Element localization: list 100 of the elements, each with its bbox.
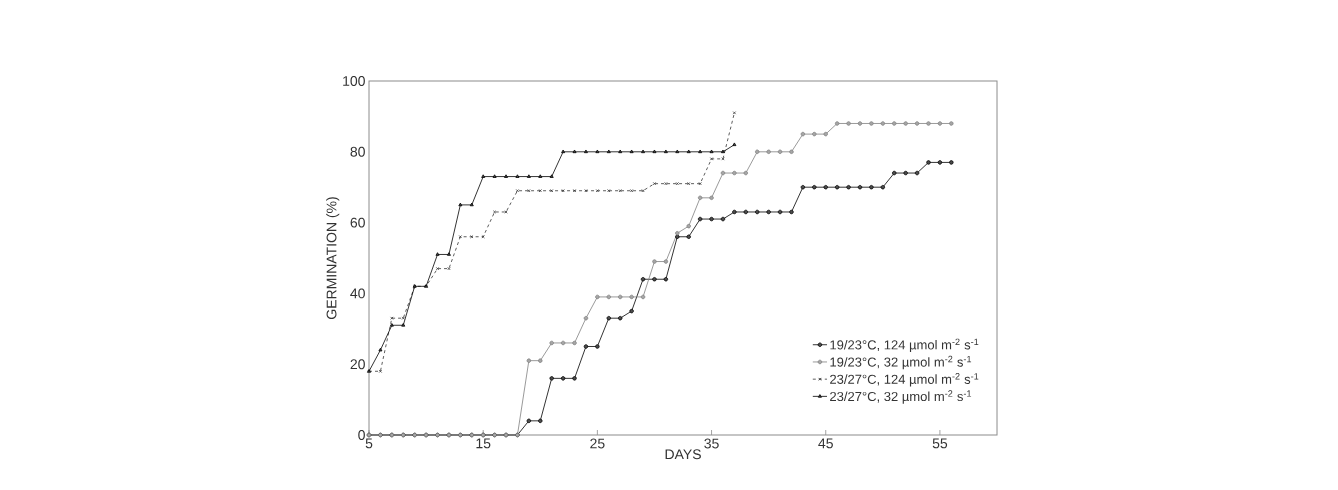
point: [595, 189, 600, 193]
legend-label: 19/23°C, 124 µmol m$^{-2}$ s$^{-1}$: [830, 338, 979, 353]
point: [903, 121, 908, 126]
x-tick-label: 15: [476, 438, 491, 449]
point: [607, 189, 611, 193]
point: [550, 189, 554, 193]
point: [458, 202, 463, 207]
point: [709, 149, 714, 154]
point: [572, 189, 577, 193]
point: [686, 234, 691, 239]
point: [652, 277, 657, 282]
point: [389, 323, 394, 327]
point: [629, 308, 634, 314]
point: [789, 149, 794, 154]
point: [401, 323, 406, 327]
point: [949, 121, 954, 126]
point: [777, 209, 783, 215]
point: [687, 181, 691, 186]
x-tick-label: 55: [932, 438, 948, 449]
point: [549, 376, 554, 381]
point: [526, 358, 532, 363]
point: [675, 181, 679, 186]
point: [789, 209, 794, 215]
point: [572, 376, 577, 381]
point: [583, 344, 589, 349]
point: [435, 266, 440, 271]
x-axis-title: DAYS: [665, 449, 701, 460]
point: [709, 216, 714, 222]
point: [572, 340, 577, 346]
point: [583, 315, 589, 321]
point: [732, 142, 737, 147]
point: [526, 418, 532, 424]
x-tick-label: 5: [365, 438, 373, 449]
point: [709, 157, 714, 161]
point: [823, 131, 828, 137]
point: [697, 216, 703, 222]
point: [572, 149, 577, 154]
point: [538, 189, 542, 193]
point: [812, 185, 817, 190]
point: [595, 294, 600, 300]
x-tick-label: 35: [704, 438, 719, 449]
point: [378, 347, 383, 352]
point: [652, 149, 657, 154]
point: [755, 209, 760, 215]
point: [709, 195, 714, 201]
point: [903, 170, 908, 176]
point: [892, 170, 897, 176]
point: [629, 294, 634, 300]
point: [595, 149, 600, 154]
point: [641, 189, 645, 193]
point: [504, 174, 508, 178]
point: [629, 189, 634, 193]
point: [834, 121, 840, 126]
point: [697, 195, 703, 201]
point: [892, 121, 897, 126]
point: [846, 121, 851, 126]
point: [926, 121, 931, 126]
point: [721, 157, 725, 161]
point: [549, 174, 554, 178]
y-tick-label: 80: [350, 146, 365, 157]
point: [914, 121, 920, 126]
point: [663, 149, 668, 154]
point: [606, 315, 611, 321]
legend-label: 23/27°C, 32 µmol m$^{-2}$ s$^{-1}$: [830, 390, 972, 404]
point: [618, 149, 623, 154]
y-tick-label: 100: [343, 76, 365, 86]
point: [458, 235, 463, 239]
point: [481, 235, 485, 239]
point: [800, 131, 806, 137]
point: [777, 149, 783, 154]
point: [481, 174, 486, 178]
point: [834, 185, 840, 190]
point: [698, 181, 702, 186]
point: [640, 294, 646, 300]
point: [629, 149, 634, 154]
point: [527, 189, 531, 193]
point: [549, 340, 554, 346]
point: [515, 189, 520, 193]
point: [926, 160, 931, 165]
point: [732, 170, 737, 176]
point: [584, 189, 588, 193]
x-tick-label: 45: [818, 438, 833, 449]
point: [743, 170, 749, 176]
point: [561, 149, 566, 154]
point: [743, 209, 749, 215]
point: [812, 131, 817, 137]
point: [823, 185, 828, 190]
point: [732, 111, 737, 115]
point: [914, 170, 920, 176]
x-tick-label: 25: [590, 438, 605, 449]
point: [652, 259, 657, 264]
point: [720, 170, 726, 176]
point: [949, 160, 954, 165]
point: [401, 316, 405, 320]
y-tick-label: 0: [358, 430, 365, 440]
point: [721, 149, 725, 154]
point: [526, 174, 531, 178]
point: [766, 209, 771, 215]
point: [640, 277, 646, 282]
point: [641, 149, 645, 154]
